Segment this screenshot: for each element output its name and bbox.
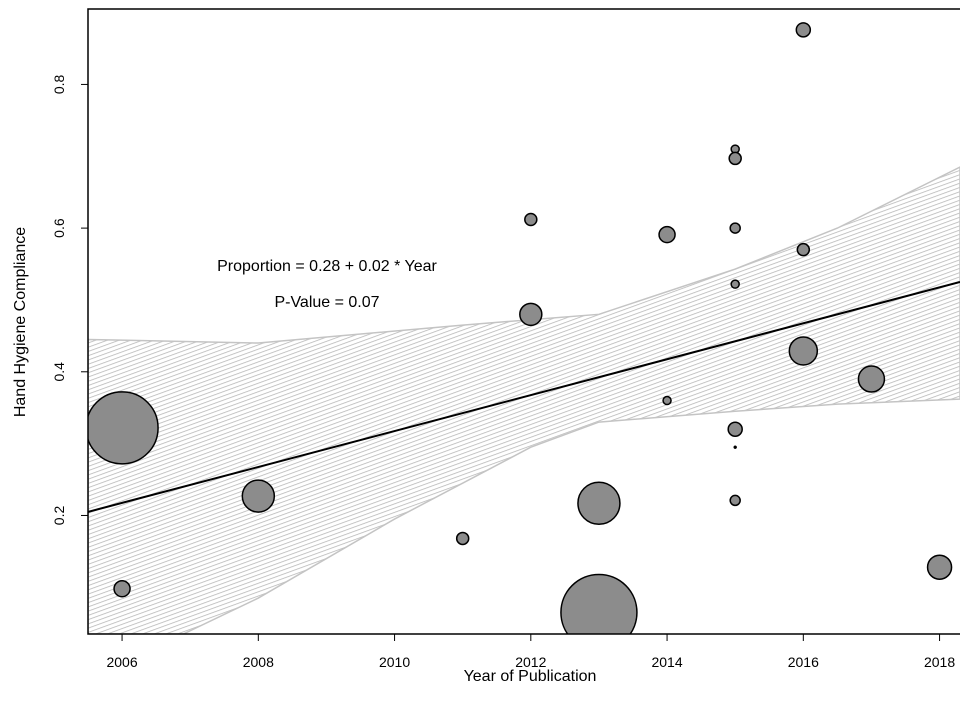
data-point-16 bbox=[733, 445, 737, 449]
x-tick-label-2018: 2018 bbox=[924, 654, 955, 670]
x-axis: 2006 2008 2010 2012 2014 2016 2018 bbox=[106, 634, 955, 670]
data-point-1 bbox=[88, 391, 159, 465]
x-tick-label-2008: 2008 bbox=[243, 654, 274, 670]
data-point-3 bbox=[241, 479, 276, 513]
data-point-22 bbox=[926, 554, 953, 580]
plot-frame bbox=[87, 8, 960, 635]
y-tick-label-0.4: 0.4 bbox=[51, 362, 67, 382]
data-point-14 bbox=[730, 279, 740, 289]
y-axis-title: Hand Hygiene Compliance bbox=[12, 227, 29, 417]
plot-area bbox=[88, 22, 960, 634]
y-axis: 0.2 0.4 0.6 0.8 bbox=[51, 74, 88, 525]
data-point-17 bbox=[729, 494, 741, 507]
data-point-5 bbox=[524, 212, 538, 227]
data-point-15 bbox=[727, 421, 743, 438]
data-point-12 bbox=[728, 151, 742, 166]
y-tick-label-0.8: 0.8 bbox=[51, 74, 67, 94]
data-point-13 bbox=[729, 222, 741, 234]
data-point-4 bbox=[455, 531, 470, 546]
data-point-7 bbox=[577, 481, 621, 526]
data-point-2 bbox=[113, 579, 131, 598]
regression-line bbox=[88, 281, 960, 513]
p-value-annotation: P-Value = 0.07 bbox=[274, 294, 379, 311]
x-tick-label-2006: 2006 bbox=[106, 654, 137, 670]
y-tick-label-0.2: 0.2 bbox=[51, 506, 67, 526]
confidence-band bbox=[88, 166, 960, 634]
data-point-18 bbox=[795, 22, 812, 38]
y-tick-label-0.6: 0.6 bbox=[51, 218, 67, 238]
data-point-10 bbox=[662, 395, 672, 406]
x-tick-label-2016: 2016 bbox=[788, 654, 819, 670]
data-points bbox=[88, 22, 953, 634]
data-point-8 bbox=[560, 573, 638, 634]
data-point-21 bbox=[857, 365, 886, 393]
x-axis-title: Year of Publication bbox=[464, 668, 597, 685]
x-tick-label-2012: 2012 bbox=[515, 654, 546, 670]
data-point-6 bbox=[519, 302, 543, 327]
data-point-20 bbox=[788, 336, 819, 366]
equation-annotation: Proportion = 0.28 + 0.02 * Year bbox=[217, 258, 437, 275]
data-point-19 bbox=[796, 242, 811, 257]
x-tick-label-2014: 2014 bbox=[651, 654, 682, 670]
data-point-9 bbox=[658, 225, 676, 244]
x-tick-label-2010: 2010 bbox=[379, 654, 410, 670]
